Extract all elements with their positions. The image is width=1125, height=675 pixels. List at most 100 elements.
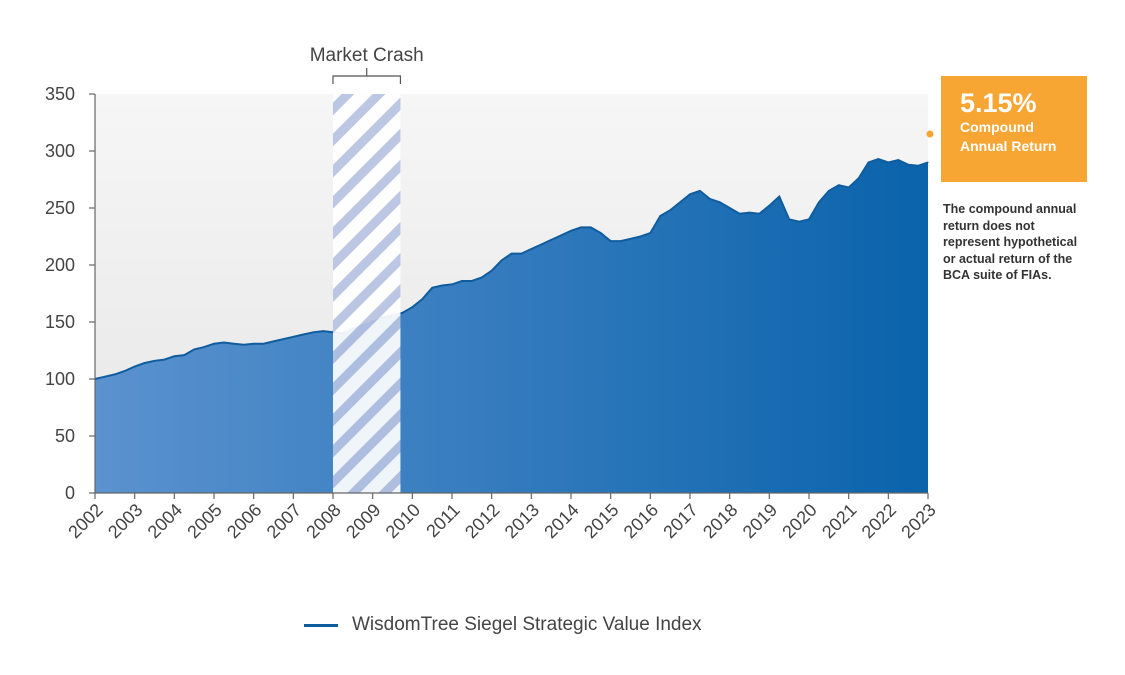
data-point — [163, 359, 165, 361]
legend: WisdomTree Siegel Strategic Value Index — [304, 612, 702, 638]
data-point — [689, 193, 691, 195]
data-point — [669, 209, 671, 211]
y-tick-label: 350 — [45, 84, 75, 104]
data-point — [590, 226, 592, 228]
callout-value: 5.15% — [960, 88, 1037, 118]
x-tick-label: 2023 — [897, 500, 939, 542]
data-point — [877, 158, 880, 160]
data-point — [778, 196, 780, 198]
x-tick-label: 2006 — [223, 500, 265, 542]
data-point — [312, 331, 314, 333]
data-point — [441, 284, 443, 287]
data-point — [679, 201, 681, 203]
x-tick-label: 2020 — [778, 500, 820, 542]
y-tick-label: 250 — [45, 198, 75, 218]
data-point — [253, 343, 255, 345]
data-point — [501, 259, 503, 261]
data-point — [302, 333, 304, 336]
x-tick-label: 2013 — [501, 500, 543, 542]
market-crash-region — [333, 94, 401, 493]
y-tick-label: 100 — [45, 369, 75, 389]
data-point — [243, 344, 245, 346]
market-crash-bracket — [332, 68, 402, 84]
data-point — [124, 370, 126, 372]
data-point — [887, 161, 889, 163]
data-point — [510, 253, 513, 255]
y-tick-label: 0 — [65, 483, 75, 503]
data-point — [867, 161, 870, 163]
y-tick-label: 300 — [45, 141, 75, 161]
x-tick-label: 2003 — [104, 500, 146, 542]
x-tick-label: 2015 — [580, 500, 622, 542]
data-point — [431, 287, 433, 289]
data-point — [233, 343, 235, 345]
data-point — [461, 280, 463, 282]
data-point — [709, 198, 711, 200]
market-crash-label: Market Crash — [310, 45, 424, 66]
x-tick-label: 2019 — [739, 500, 781, 542]
data-point — [580, 226, 582, 228]
data-point — [719, 201, 721, 203]
x-tick-label: 2010 — [382, 500, 424, 542]
data-point — [739, 213, 741, 215]
data-point — [213, 343, 215, 345]
data-point — [788, 218, 790, 220]
data-point — [570, 230, 572, 232]
x-tick-label: 2004 — [144, 500, 186, 542]
y-tick-label: 200 — [45, 255, 75, 275]
data-point — [491, 270, 493, 272]
data-point — [798, 221, 800, 223]
data-point — [897, 159, 899, 161]
data-point — [659, 215, 661, 217]
data-point — [322, 330, 324, 332]
x-tick-label: 2005 — [183, 500, 225, 542]
x-tick-label: 2014 — [540, 500, 582, 542]
x-tick-label: 2008 — [302, 500, 344, 542]
data-point — [292, 336, 294, 338]
data-point — [451, 283, 453, 285]
data-point — [540, 243, 542, 246]
data-point — [411, 306, 413, 308]
data-point — [550, 239, 552, 241]
data-point — [600, 232, 602, 234]
data-point — [481, 276, 483, 279]
x-tick-label: 2022 — [858, 500, 900, 542]
data-point — [282, 338, 284, 340]
data-point — [104, 376, 106, 378]
data-point — [858, 177, 860, 179]
x-tick-label: 2009 — [342, 500, 384, 542]
data-point — [471, 280, 473, 282]
x-tick-label: 2017 — [659, 500, 701, 542]
data-point — [620, 240, 622, 242]
data-point — [629, 238, 632, 240]
data-point — [223, 341, 225, 344]
x-tick-label: 2016 — [620, 500, 662, 542]
data-point — [649, 232, 651, 234]
data-point — [193, 348, 195, 350]
data-point — [818, 201, 820, 203]
legend-swatch — [304, 623, 338, 627]
data-point — [114, 373, 116, 375]
series-area — [95, 159, 928, 493]
data-point — [639, 235, 642, 238]
callout-label-line2: Annual Return — [960, 138, 1057, 154]
data-point — [729, 207, 731, 209]
data-point — [610, 240, 612, 242]
x-tick-label: 2011 — [422, 500, 464, 542]
callout-label-line1: Compound — [960, 119, 1034, 135]
data-point — [768, 205, 770, 207]
data-point — [699, 190, 701, 192]
data-point — [828, 190, 830, 192]
x-tick-label: 2002 — [64, 500, 106, 542]
data-point — [263, 343, 265, 345]
data-point — [808, 218, 810, 220]
data-point — [183, 354, 185, 356]
data-point — [838, 184, 840, 186]
data-point — [748, 212, 751, 214]
data-point — [421, 298, 423, 300]
compound-return-callout: 5.15% Compound Annual Return — [941, 76, 1087, 182]
data-point — [848, 186, 850, 189]
data-point — [530, 248, 532, 250]
disclaimer-note: The compound annual return does not repr… — [943, 202, 1078, 282]
